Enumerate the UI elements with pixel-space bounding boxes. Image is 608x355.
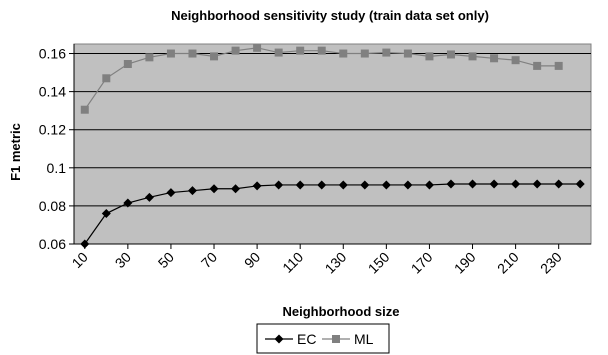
y-tick-label: 0.1 xyxy=(47,160,67,176)
data-point xyxy=(446,50,455,59)
data-point xyxy=(317,180,327,190)
data-point xyxy=(80,105,89,114)
y-tick-label: 0.06 xyxy=(39,236,66,252)
data-point xyxy=(425,52,434,61)
data-point xyxy=(274,180,284,190)
data-point xyxy=(252,181,262,191)
chart-title: Neighborhood sensitivity study (train da… xyxy=(171,8,489,23)
data-point xyxy=(554,61,563,70)
data-point xyxy=(446,179,456,189)
x-tick-label: 210 xyxy=(494,249,522,277)
series-ml xyxy=(80,43,563,114)
data-point xyxy=(166,49,175,58)
data-point xyxy=(338,180,348,190)
x-tick-label: 130 xyxy=(322,249,350,277)
data-point xyxy=(231,46,240,55)
data-point xyxy=(575,179,585,189)
x-tick-label: 30 xyxy=(112,249,134,271)
series-layer xyxy=(80,43,585,249)
y-axis-label: F1 metric xyxy=(8,123,23,181)
data-point xyxy=(339,49,348,58)
plot-area xyxy=(73,43,592,245)
y-tick-label: 0.12 xyxy=(39,122,66,138)
data-point xyxy=(296,46,305,55)
data-point xyxy=(188,49,197,58)
data-point xyxy=(511,179,521,189)
x-tick-label: 190 xyxy=(451,249,479,277)
data-point xyxy=(490,54,499,63)
data-point xyxy=(403,180,413,190)
data-point xyxy=(468,179,478,189)
data-point xyxy=(145,53,154,62)
x-tick-label: 10 xyxy=(69,249,91,271)
legend-item-ml: ML xyxy=(322,331,374,347)
data-point xyxy=(209,184,219,194)
legend-label: EC xyxy=(297,331,316,347)
data-point xyxy=(102,74,111,83)
data-point xyxy=(123,60,132,68)
y-tick-label: 0.14 xyxy=(39,84,66,100)
data-point xyxy=(360,180,370,190)
data-point xyxy=(210,52,219,61)
y-axis-ticks: 0.06 0.08 0.1 0.12 0.14 0.16 xyxy=(39,44,591,252)
x-tick-label: 170 xyxy=(408,249,436,277)
x-tick-label: 230 xyxy=(537,249,565,277)
x-tick-label: 90 xyxy=(241,249,263,271)
data-point xyxy=(274,334,284,344)
data-point xyxy=(295,180,305,190)
legend-label: ML xyxy=(354,331,374,347)
data-point xyxy=(253,43,262,52)
data-point xyxy=(101,209,111,219)
data-point xyxy=(360,49,369,58)
data-point xyxy=(382,48,391,57)
data-point xyxy=(317,46,326,55)
x-tick-label: 50 xyxy=(155,249,177,271)
data-point xyxy=(533,61,542,70)
data-point xyxy=(554,179,564,189)
data-point xyxy=(166,188,176,198)
data-point xyxy=(332,335,340,343)
data-point xyxy=(274,48,283,57)
x-axis-ticks: 10 30 50 70 90 110 130 150 170 190 210 230 xyxy=(69,244,565,277)
x-axis-label: Neighborhood size xyxy=(283,304,400,319)
data-point xyxy=(231,184,241,194)
legend-item-ec: EC xyxy=(265,331,316,347)
data-point xyxy=(403,49,412,58)
data-point xyxy=(80,239,90,249)
data-point xyxy=(187,186,197,196)
data-point xyxy=(424,180,434,190)
data-point xyxy=(532,179,542,189)
x-tick-label: 110 xyxy=(279,249,306,276)
y-tick-label: 0.08 xyxy=(39,198,66,214)
data-point xyxy=(123,198,133,208)
data-point xyxy=(381,180,391,190)
y-tick-label: 0.16 xyxy=(39,46,66,62)
legend: EC ML xyxy=(256,323,390,354)
data-point xyxy=(144,192,154,202)
data-point xyxy=(489,179,499,189)
data-point xyxy=(468,52,477,61)
x-tick-label: 70 xyxy=(198,249,220,271)
x-tick-label: 150 xyxy=(365,249,393,277)
data-point xyxy=(511,56,520,65)
series-ec xyxy=(80,179,585,249)
